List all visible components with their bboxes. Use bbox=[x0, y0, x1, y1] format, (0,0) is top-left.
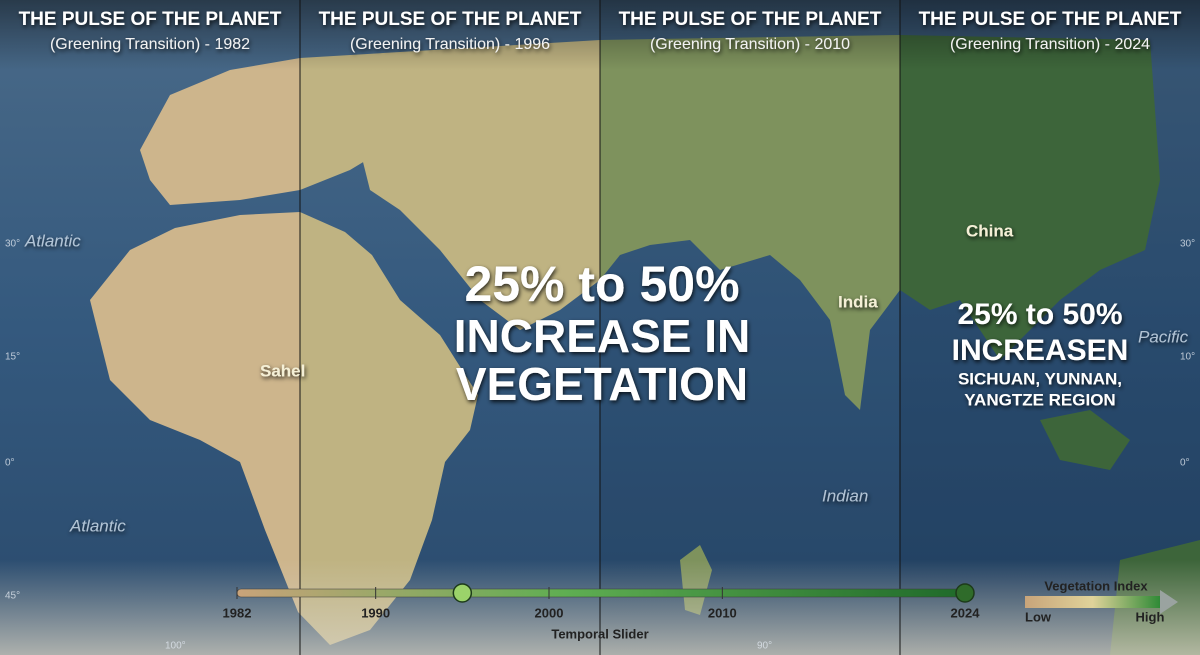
ocean-label: Atlantic bbox=[69, 516, 126, 535]
panel-title: THE PULSE OF THE PLANET bbox=[19, 9, 282, 30]
panel-subtitle: (Greening Transition) - 1982 bbox=[50, 36, 250, 53]
land-2024 bbox=[900, 0, 1200, 655]
slider-title: Temporal Slider bbox=[551, 626, 648, 641]
slider-track bbox=[236, 588, 966, 598]
region-overlay: INCREASEN bbox=[952, 334, 1129, 367]
slider-tick-label: 1982 bbox=[223, 605, 252, 620]
slider-handle bbox=[452, 583, 473, 603]
slider-tick-label: 2024 bbox=[951, 605, 981, 620]
legend-arrow bbox=[1160, 590, 1178, 614]
graticule-label: 10° bbox=[1180, 352, 1195, 363]
slider-tick-label: 2000 bbox=[535, 605, 564, 620]
legend-low: Low bbox=[1025, 609, 1052, 624]
legend-title: Vegetation Index bbox=[1044, 578, 1148, 593]
panel-subtitle: (Greening Transition) - 2010 bbox=[650, 36, 850, 53]
graticule-label: 0° bbox=[1180, 458, 1190, 469]
region-overlay: YANGTZE REGION bbox=[964, 390, 1115, 409]
region-overlay: SICHUAN, YUNNAN, bbox=[958, 369, 1122, 388]
overlay-headline: 25% to 50% bbox=[464, 256, 739, 312]
place-label: India bbox=[838, 292, 878, 311]
panel-dividers bbox=[299, 0, 901, 655]
slider-tick-label: 1990 bbox=[361, 605, 390, 620]
legend-gradient bbox=[1025, 596, 1160, 608]
graticule-label: 0° bbox=[5, 458, 15, 469]
panel-title: THE PULSE OF THE PLANET bbox=[619, 9, 882, 30]
overlay-headline: INCREASE IN bbox=[454, 310, 750, 362]
slider-tick-label: 2010 bbox=[708, 605, 737, 620]
graticule-label: 30° bbox=[1180, 239, 1195, 250]
graticule-label: 45° bbox=[5, 591, 20, 602]
graticule-label: 15° bbox=[5, 352, 20, 363]
panel-subtitle: (Greening Transition) - 2024 bbox=[950, 36, 1150, 53]
graticule-label: 30° bbox=[5, 239, 20, 250]
ocean-label: Indian bbox=[822, 486, 868, 505]
place-label: Sahel bbox=[260, 361, 305, 380]
panel-subtitle: (Greening Transition) - 1996 bbox=[350, 36, 550, 53]
place-label: China bbox=[966, 221, 1014, 240]
overlay-headline: VEGETATION bbox=[456, 358, 748, 410]
ocean-label: Atlantic bbox=[24, 231, 81, 250]
content: THE PULSE OF THE PLANET (Greening Transit… bbox=[5, 9, 1195, 652]
panel-title: THE PULSE OF THE PLANET bbox=[919, 9, 1182, 30]
slider-handle bbox=[955, 583, 975, 603]
legend-high: High bbox=[1136, 609, 1165, 624]
ocean-label: Pacific bbox=[1138, 327, 1189, 346]
graticule-label: 100° bbox=[165, 641, 186, 652]
land-2010 bbox=[600, 0, 900, 655]
graticule-label: 90° bbox=[757, 641, 772, 652]
panel-title: THE PULSE OF THE PLANET bbox=[319, 9, 582, 30]
region-overlay: 25% to 50% bbox=[957, 298, 1122, 331]
